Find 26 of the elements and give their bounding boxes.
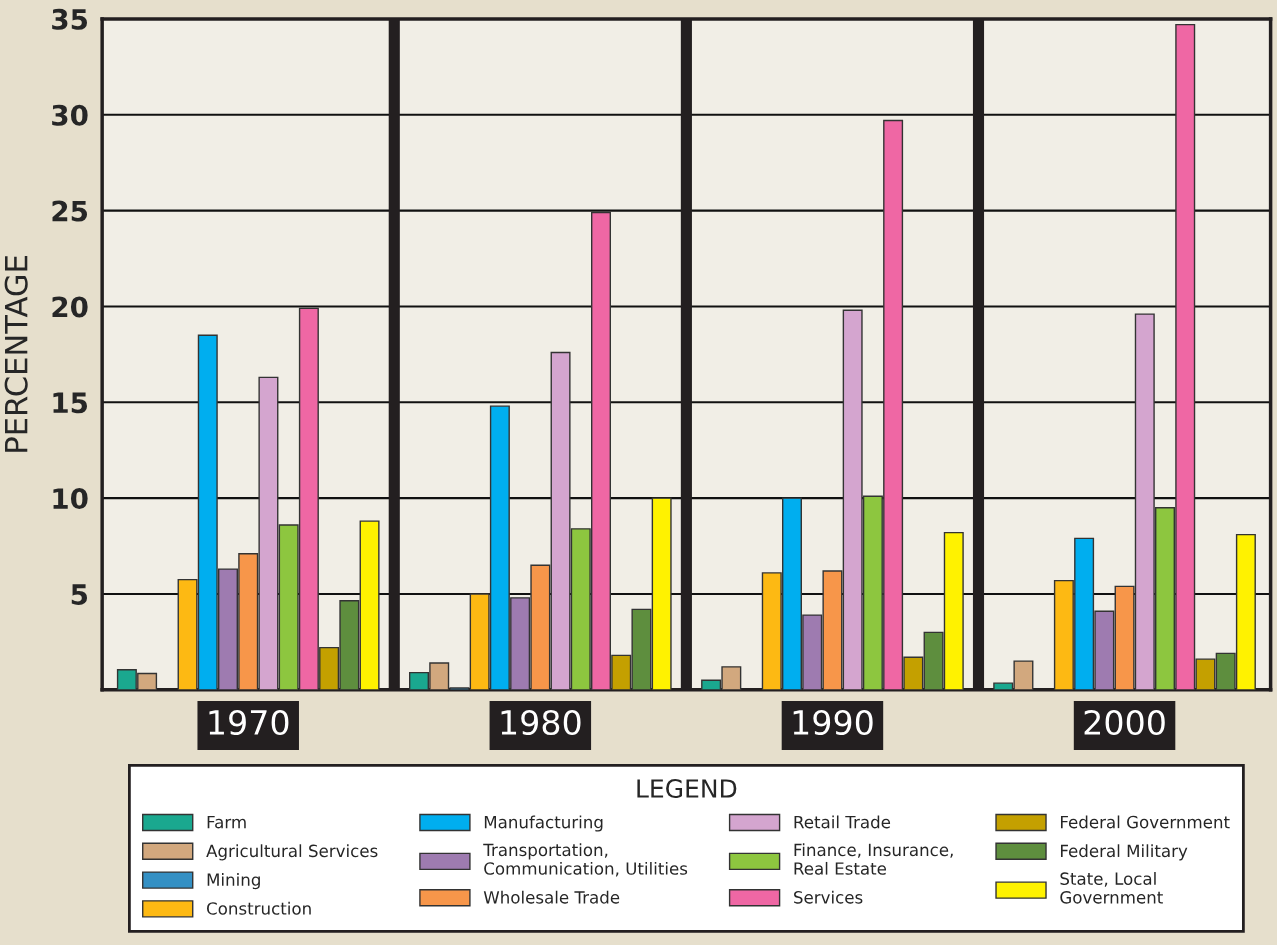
legend-label: Farm (207, 815, 246, 829)
y-tick-label: 15 (53, 392, 88, 414)
legend-label: Federal Military (1060, 844, 1188, 861)
x-tick-label: 1980 (501, 709, 581, 736)
legend-label: State, Local Government (1060, 872, 1163, 904)
legend-label: Manufacturing (484, 815, 603, 832)
x-tick-label: 2000 (1084, 709, 1165, 736)
y-tick-label: 10 (53, 488, 88, 510)
y-tick-label: 35 (52, 8, 88, 30)
legend-label: Retail Trade (794, 815, 891, 829)
legend-label: Agricultural Services (206, 844, 378, 861)
legend-label: Transportation, Communication, Utilities (483, 843, 688, 877)
y-tick-label: 25 (52, 200, 88, 222)
legend-label: Federal Government (1060, 815, 1230, 829)
legend-label: Construction (206, 901, 311, 915)
legend-label: Wholesale Trade (483, 890, 620, 904)
y-tick-label: 20 (52, 296, 88, 318)
y-tick-label: 5 (71, 584, 88, 605)
y-tick-label: 30 (52, 104, 88, 126)
legend-title: LEGEND (637, 779, 737, 798)
legend-label: Services (794, 890, 863, 904)
y-axis-title: PERCENTAGE (4, 256, 28, 452)
x-tick-label: 1990 (793, 709, 873, 736)
legend-label: Finance, Insurance, Real Estate (794, 843, 953, 875)
legend-label: Mining (207, 873, 260, 890)
x-tick-label: 1970 (209, 709, 289, 736)
